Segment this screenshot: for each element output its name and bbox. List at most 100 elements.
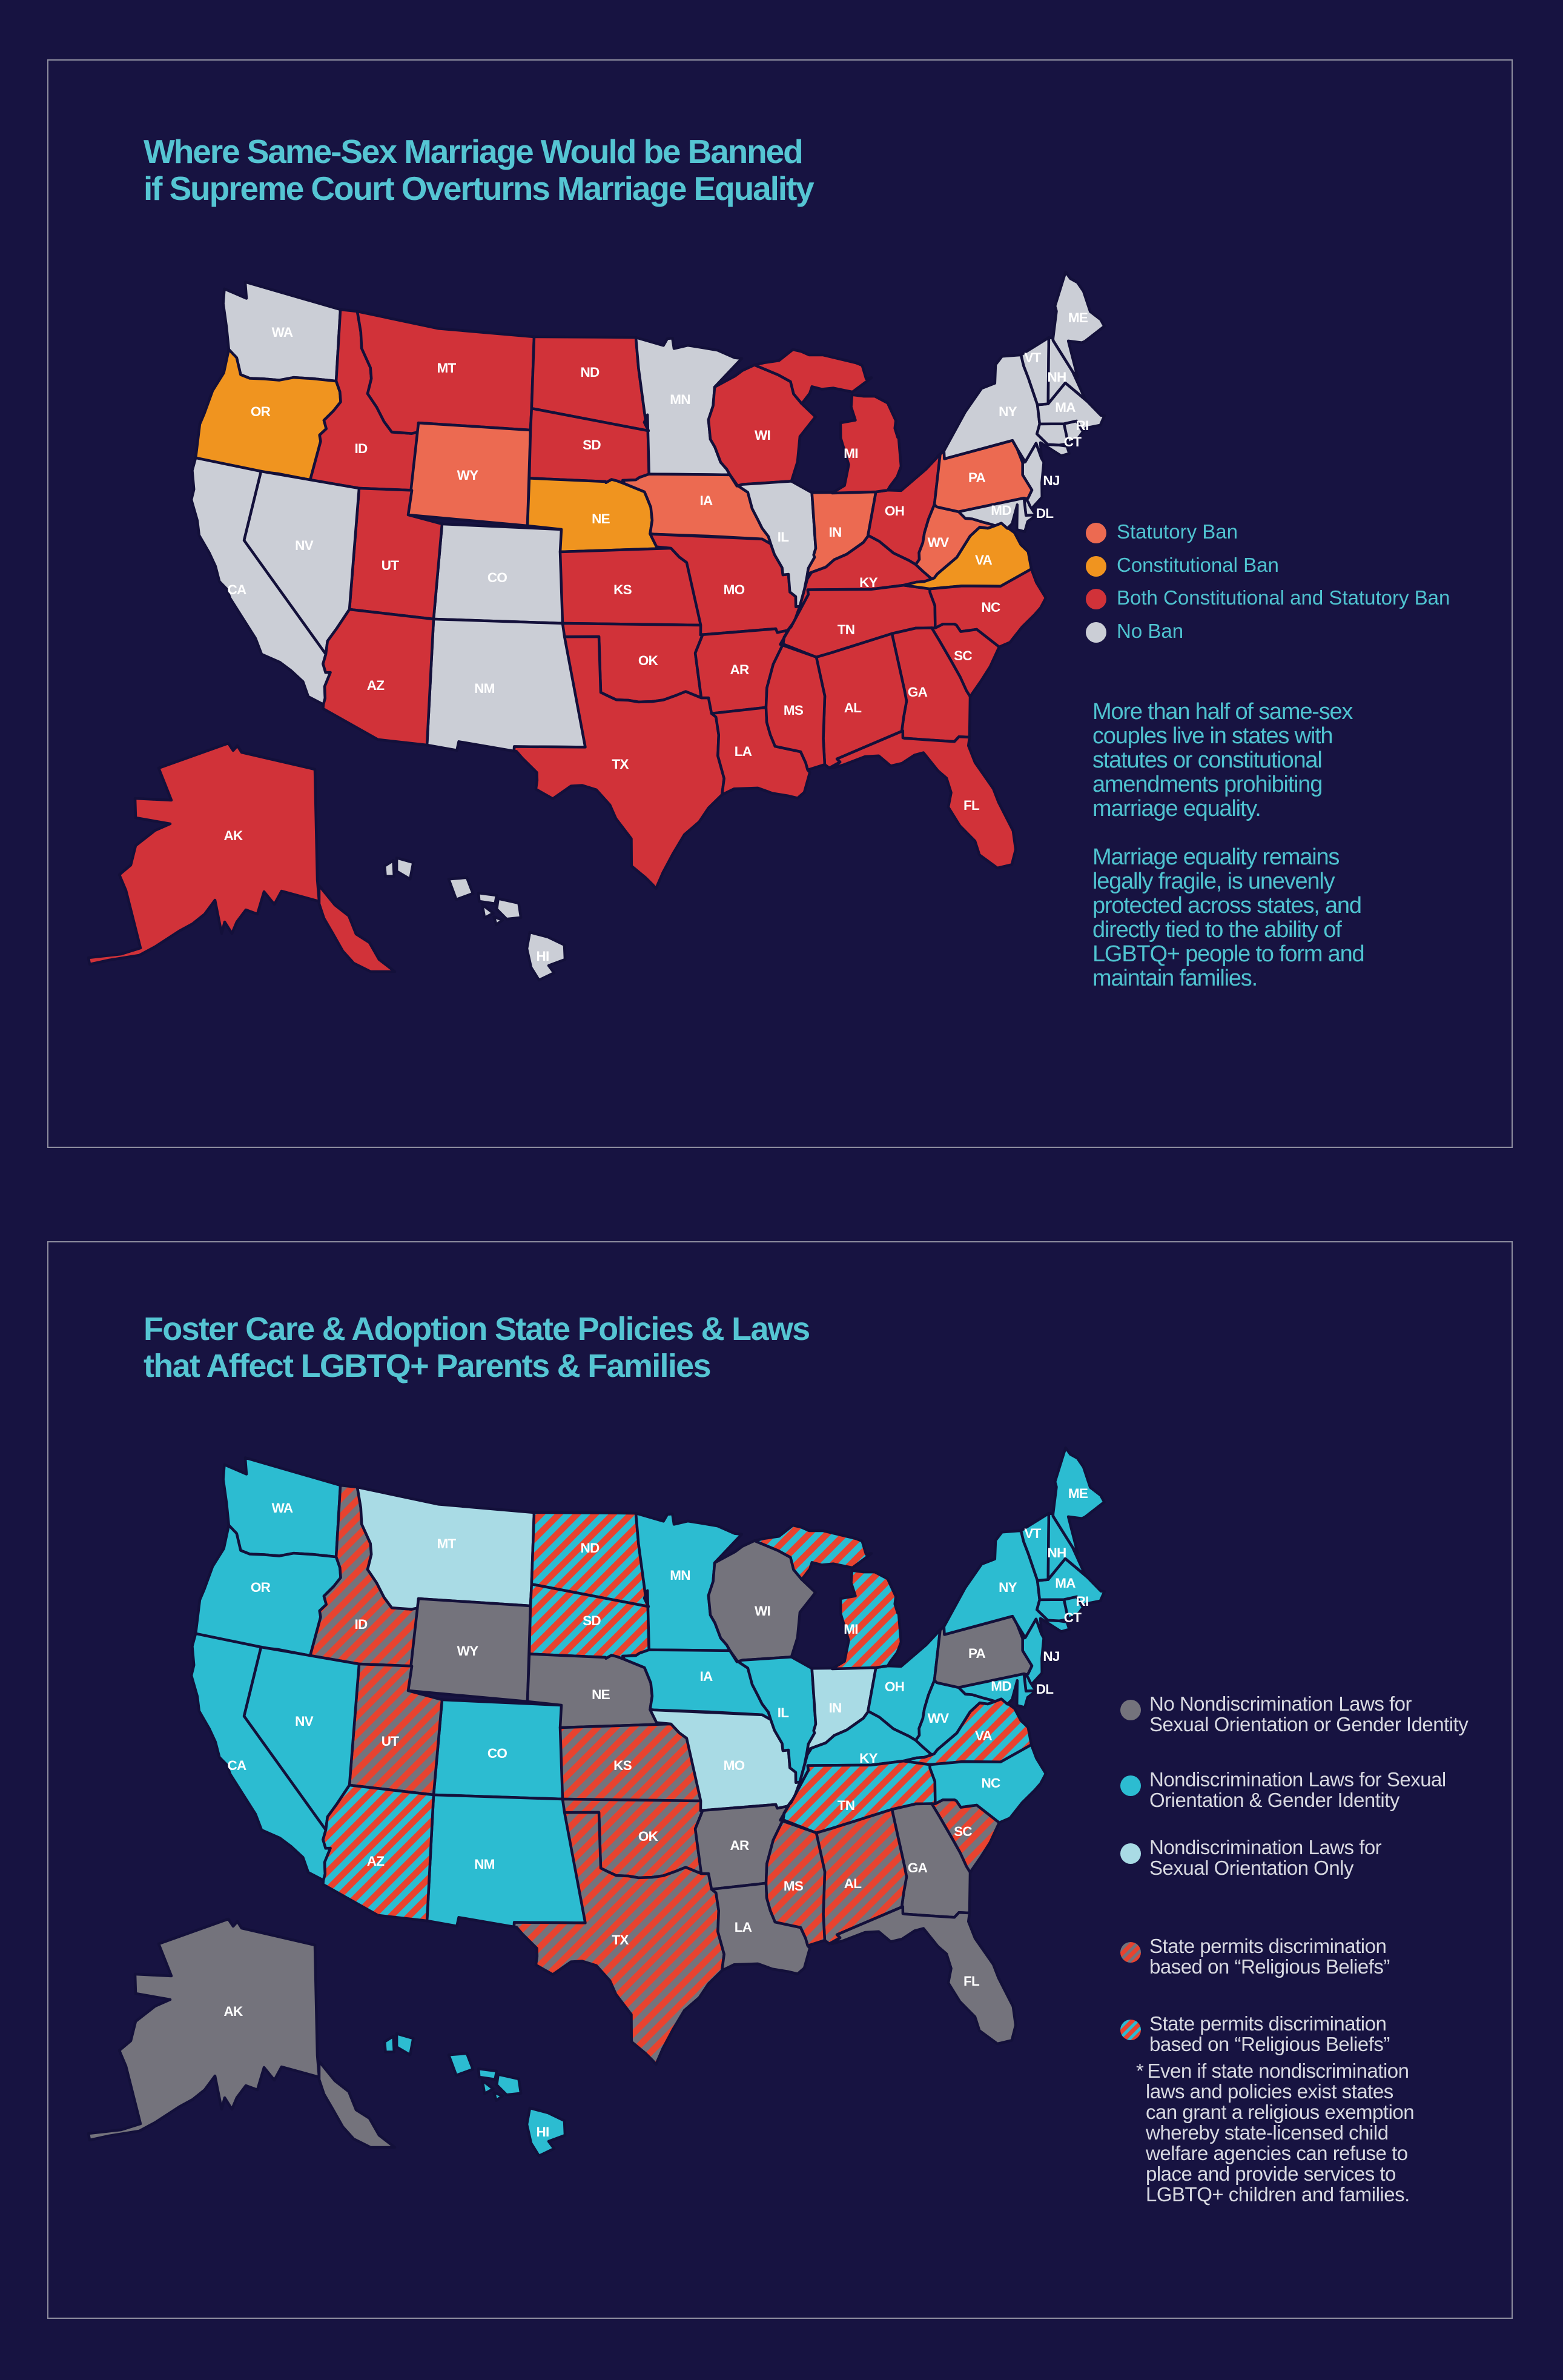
- svg-text:AR: AR: [730, 662, 749, 677]
- svg-text:UT: UT: [382, 558, 399, 573]
- svg-text:KY: KY: [859, 575, 877, 590]
- svg-text:AL: AL: [844, 1876, 862, 1891]
- svg-text:DL: DL: [1036, 1682, 1054, 1697]
- svg-text:NE: NE: [592, 1687, 610, 1702]
- svg-text:TX: TX: [612, 757, 629, 772]
- svg-text:ID: ID: [355, 441, 368, 456]
- svg-text:NV: NV: [295, 538, 313, 553]
- svg-text:NY: NY: [999, 404, 1017, 419]
- svg-text:MN: MN: [670, 392, 690, 407]
- svg-text:UT: UT: [382, 1734, 399, 1749]
- svg-text:ND: ND: [581, 1540, 600, 1556]
- svg-text:RI: RI: [1076, 1594, 1089, 1609]
- svg-text:IA: IA: [700, 1669, 713, 1684]
- svg-text:IA: IA: [700, 493, 713, 508]
- svg-text:NE: NE: [592, 511, 610, 526]
- svg-text:CO: CO: [487, 570, 507, 585]
- svg-text:HI: HI: [537, 2124, 549, 2140]
- svg-text:OR: OR: [251, 1580, 271, 1595]
- svg-text:MT: MT: [437, 1536, 457, 1551]
- svg-text:SD: SD: [583, 1613, 601, 1628]
- svg-text:VT: VT: [1024, 1526, 1041, 1541]
- svg-text:OK: OK: [638, 653, 659, 668]
- svg-text:WA: WA: [272, 1500, 293, 1516]
- svg-text:ME: ME: [1068, 310, 1088, 325]
- svg-text:TN: TN: [838, 1798, 854, 1813]
- svg-text:KS: KS: [613, 582, 632, 597]
- svg-text:PA: PA: [968, 470, 986, 485]
- svg-text:AK: AK: [224, 828, 243, 843]
- svg-text:NJ: NJ: [1043, 473, 1059, 488]
- svg-text:IN: IN: [829, 1700, 842, 1715]
- svg-text:AL: AL: [844, 700, 862, 715]
- svg-text:SD: SD: [583, 437, 601, 452]
- svg-text:WY: WY: [457, 468, 478, 483]
- svg-text:CT: CT: [1064, 434, 1082, 449]
- svg-text:NC: NC: [982, 600, 1000, 615]
- svg-text:LA: LA: [735, 1920, 752, 1935]
- svg-text:FL: FL: [963, 798, 980, 813]
- svg-text:MI: MI: [844, 446, 858, 461]
- svg-text:IL: IL: [778, 529, 789, 545]
- svg-text:GA: GA: [908, 1860, 928, 1875]
- svg-text:WA: WA: [272, 325, 293, 340]
- svg-text:MA: MA: [1055, 400, 1076, 415]
- svg-text:WY: WY: [457, 1643, 478, 1659]
- svg-text:NM: NM: [474, 681, 494, 696]
- svg-text:LA: LA: [735, 744, 752, 759]
- svg-text:VT: VT: [1024, 350, 1041, 365]
- svg-text:OR: OR: [251, 404, 271, 419]
- svg-text:NC: NC: [982, 1775, 1000, 1791]
- svg-text:MO: MO: [724, 1758, 745, 1773]
- svg-text:KY: KY: [859, 1751, 877, 1766]
- svg-text:PA: PA: [968, 1646, 986, 1661]
- svg-text:DL: DL: [1036, 506, 1054, 521]
- svg-text:TN: TN: [838, 622, 854, 637]
- svg-text:NM: NM: [474, 1857, 494, 1872]
- svg-text:TX: TX: [612, 1932, 629, 1947]
- svg-text:WV: WV: [928, 535, 949, 550]
- svg-text:NH: NH: [1048, 1545, 1066, 1560]
- svg-text:HI: HI: [537, 949, 549, 964]
- svg-text:MA: MA: [1055, 1576, 1076, 1591]
- svg-text:VA: VA: [975, 1728, 993, 1743]
- svg-text:CA: CA: [228, 582, 246, 597]
- svg-text:CA: CA: [228, 1758, 246, 1773]
- svg-text:WI: WI: [755, 428, 770, 443]
- svg-text:IL: IL: [778, 1705, 789, 1720]
- svg-text:MS: MS: [784, 1878, 804, 1894]
- svg-text:GA: GA: [908, 684, 928, 700]
- svg-text:ND: ND: [581, 365, 600, 380]
- svg-text:WV: WV: [928, 1711, 949, 1726]
- svg-text:AR: AR: [730, 1838, 749, 1853]
- svg-text:SC: SC: [954, 648, 972, 663]
- svg-text:OH: OH: [885, 1679, 904, 1694]
- svg-text:MO: MO: [724, 582, 745, 597]
- svg-text:MD: MD: [991, 503, 1011, 518]
- svg-text:NY: NY: [999, 1580, 1017, 1595]
- svg-text:RI: RI: [1076, 418, 1089, 433]
- svg-text:AZ: AZ: [367, 678, 385, 693]
- svg-text:VA: VA: [975, 552, 993, 568]
- svg-text:NJ: NJ: [1043, 1649, 1059, 1664]
- svg-text:MN: MN: [670, 1568, 690, 1583]
- svg-text:WI: WI: [755, 1603, 770, 1619]
- svg-text:CO: CO: [487, 1746, 507, 1761]
- svg-text:OH: OH: [885, 503, 904, 519]
- svg-text:ID: ID: [355, 1617, 368, 1632]
- svg-text:OK: OK: [638, 1829, 659, 1844]
- svg-text:MI: MI: [844, 1622, 858, 1637]
- svg-text:SC: SC: [954, 1824, 972, 1839]
- svg-text:MD: MD: [991, 1679, 1011, 1694]
- svg-text:CT: CT: [1064, 1610, 1082, 1625]
- svg-text:AZ: AZ: [367, 1854, 385, 1869]
- svg-text:MS: MS: [784, 703, 804, 718]
- svg-text:AK: AK: [224, 2004, 243, 2019]
- svg-text:FL: FL: [963, 1974, 980, 1989]
- svg-text:IN: IN: [829, 525, 842, 540]
- svg-text:ME: ME: [1068, 1486, 1088, 1501]
- svg-text:MT: MT: [437, 360, 457, 376]
- svg-text:KS: KS: [613, 1758, 632, 1773]
- svg-text:NH: NH: [1048, 370, 1066, 385]
- svg-text:NV: NV: [295, 1714, 313, 1729]
